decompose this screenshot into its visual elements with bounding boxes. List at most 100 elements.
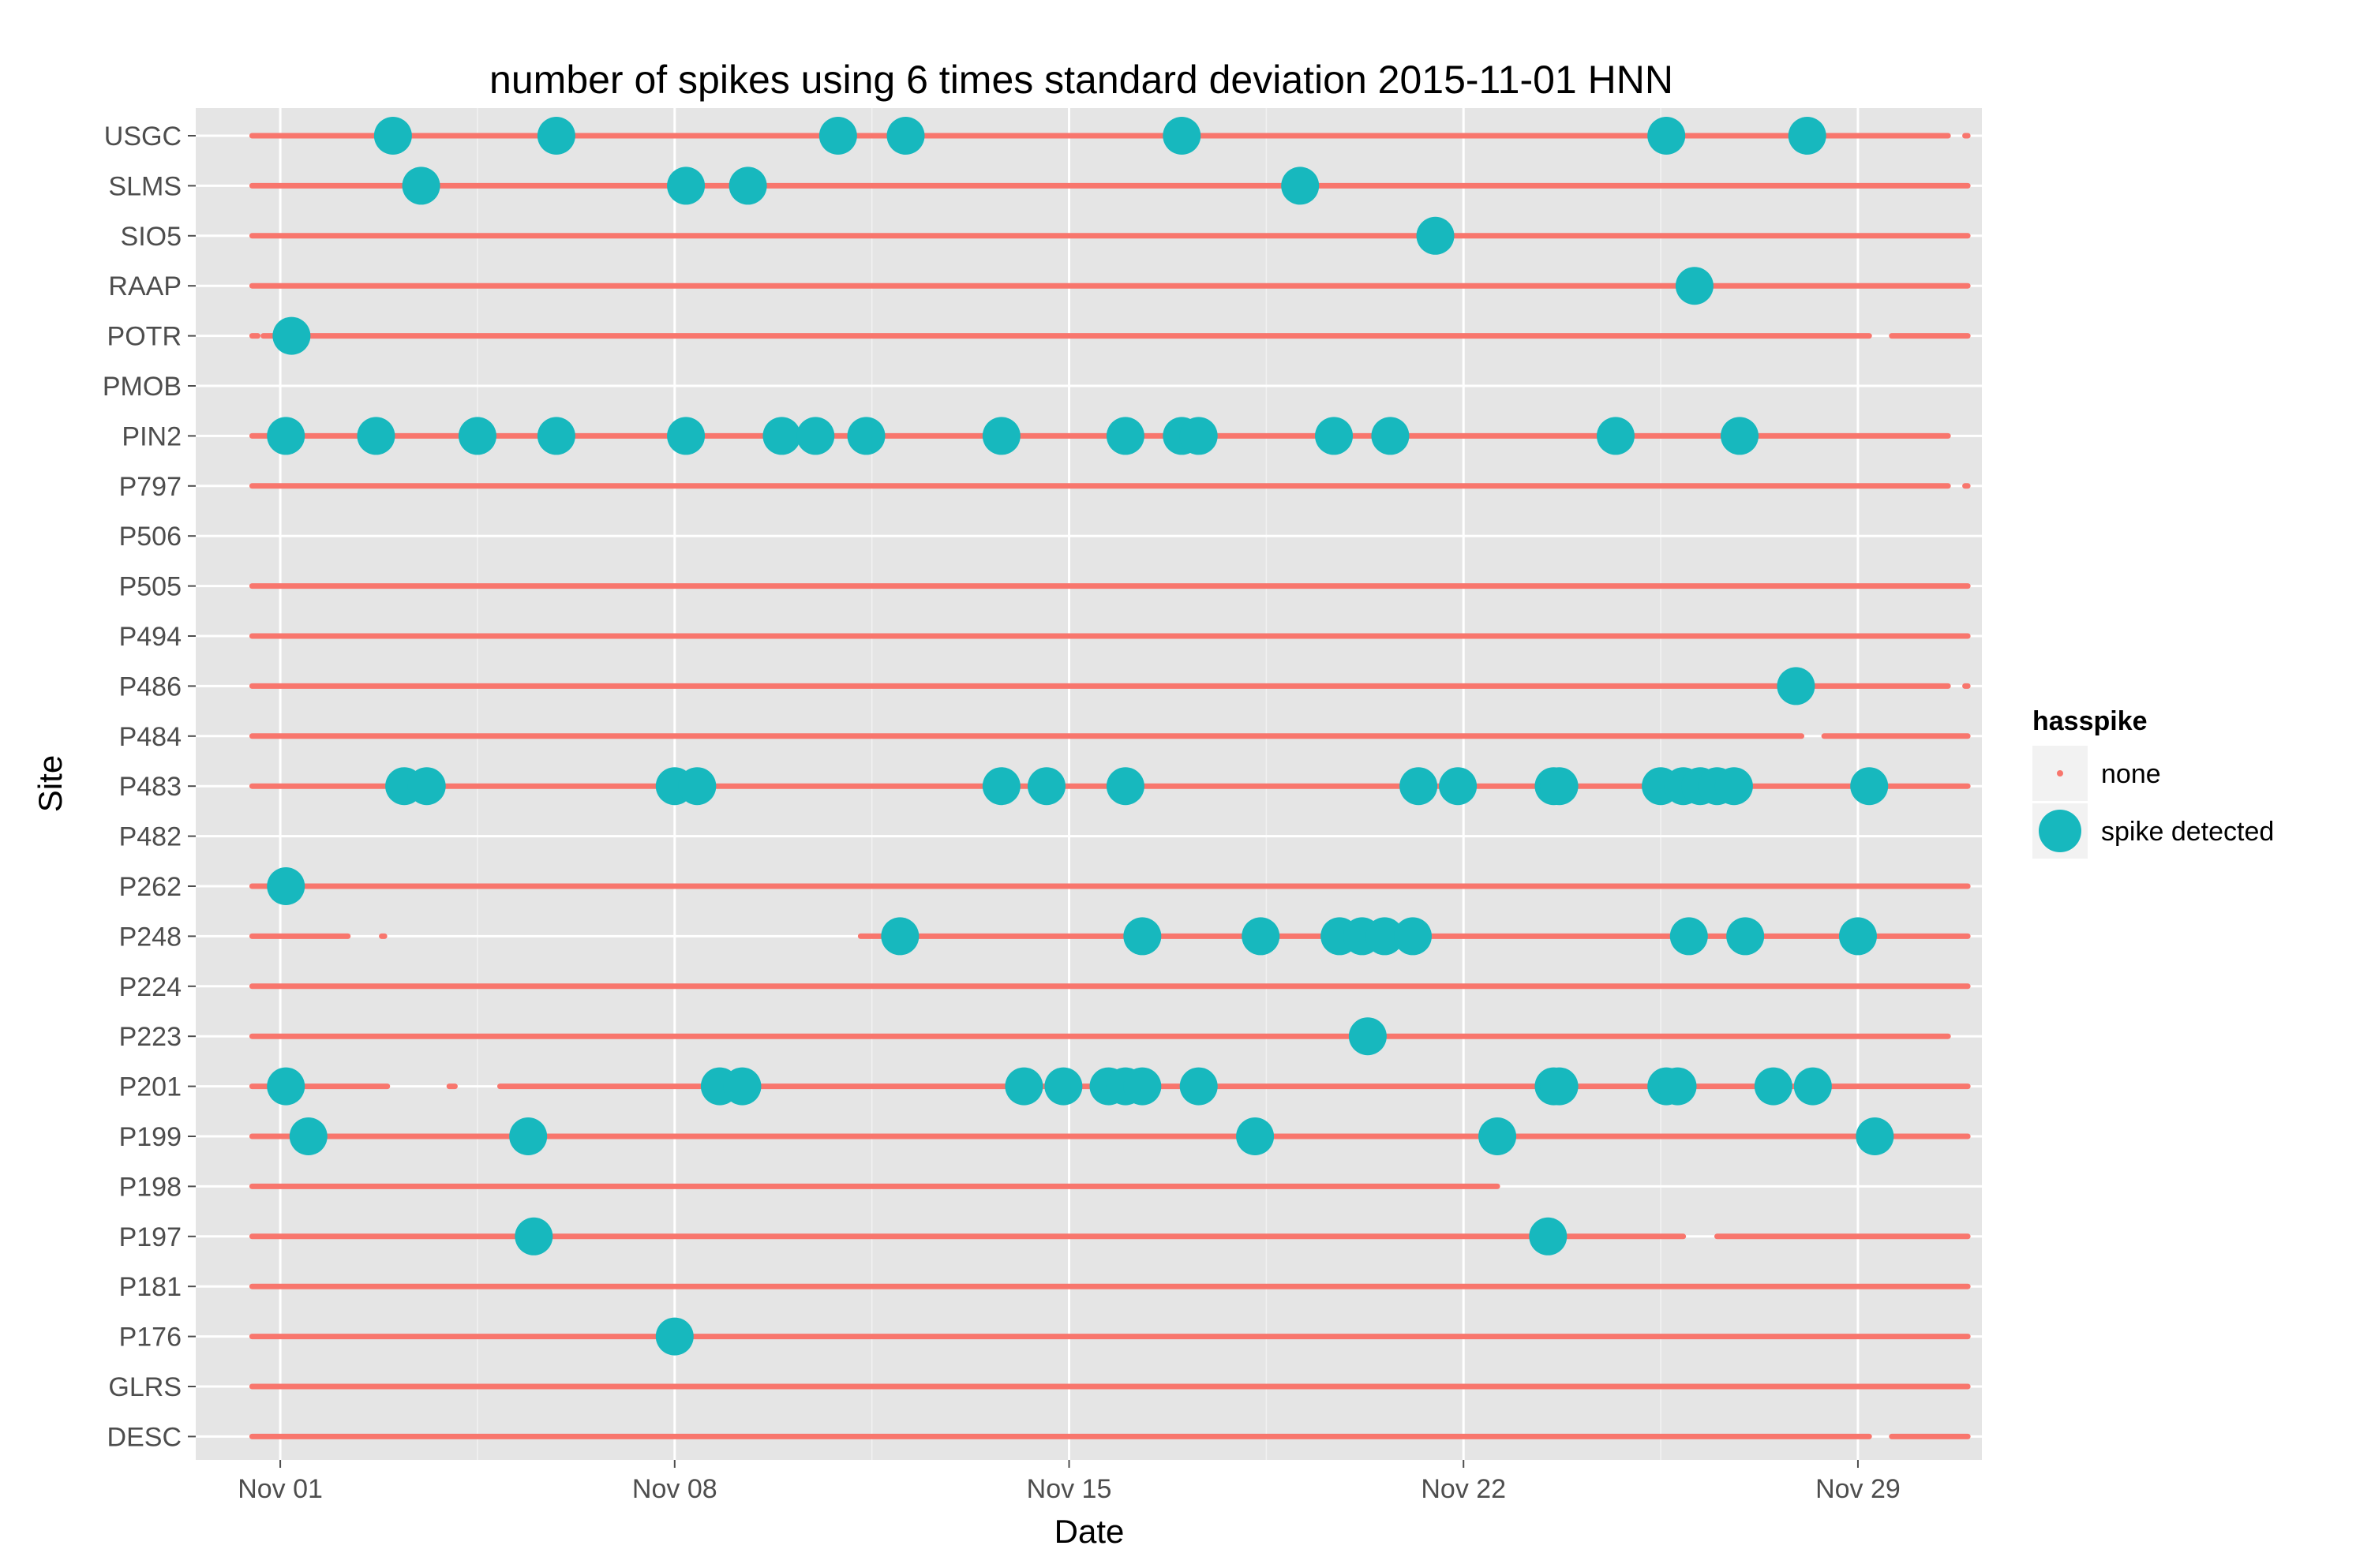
y-axis: USGC SLMS SIO5 RAAP POTR PMOB PIN2 P797 P506 P505… — [103, 122, 196, 1452]
spike-point-p248 — [1365, 917, 1404, 956]
spike-point-usgc — [886, 117, 925, 155]
spike-point-p483 — [1850, 767, 1889, 806]
spike-point-p199 — [1856, 1117, 1894, 1155]
spike-point-p483 — [1714, 767, 1753, 806]
y-tick-label: P224 — [119, 972, 182, 1002]
y-tick-label: P176 — [119, 1323, 182, 1353]
y-axis-title: Site — [32, 755, 69, 812]
y-tick-label: PIN2 — [122, 421, 182, 451]
spike-point-p201 — [1044, 1067, 1083, 1106]
legend-label-spike: spike detected — [2101, 817, 2274, 847]
spike-point-p483 — [1439, 767, 1478, 806]
spike-point-pin2 — [1721, 417, 1759, 455]
y-tick-label: P797 — [119, 472, 182, 502]
spike-point-slms — [667, 167, 706, 205]
x-axis: Nov 01 Nov 08 Nov 15 Nov 22 Nov 29 — [238, 1460, 1901, 1504]
spike-point-usgc — [1788, 117, 1826, 155]
spike-point-p483 — [1027, 767, 1066, 806]
spike-point-p248 — [1838, 917, 1877, 956]
y-tick-label: POTR — [107, 322, 182, 352]
spike-point-pin2 — [667, 417, 706, 455]
spike-point-p199 — [509, 1117, 548, 1155]
spike-point-p248 — [1669, 917, 1708, 956]
spike-point-pin2 — [1315, 417, 1354, 455]
spike-point-p223 — [1348, 1017, 1387, 1056]
y-tick-label: P198 — [119, 1172, 182, 1202]
y-tick-label: DESC — [107, 1422, 182, 1452]
spike-point-p199 — [289, 1117, 328, 1155]
legend-label-none: none — [2101, 759, 2161, 789]
spike-point-p248 — [1393, 917, 1432, 956]
spike-point-usgc — [537, 117, 575, 155]
spike-point-p483 — [1106, 767, 1144, 806]
spike-point-pin2 — [762, 417, 801, 455]
x-tick-label: Nov 15 — [1027, 1474, 1112, 1504]
x-tick-label: Nov 22 — [1421, 1474, 1506, 1504]
spike-point-pin2 — [267, 417, 305, 455]
spike-point-p197 — [1529, 1217, 1568, 1256]
chart-title: number of spikes using 6 times standard … — [489, 58, 1673, 102]
spike-point-usgc — [818, 117, 857, 155]
spike-point-usgc — [373, 117, 412, 155]
spike-point-pin2 — [1179, 417, 1218, 455]
spike-point-raap — [1675, 267, 1714, 305]
spike-point-p248 — [1242, 917, 1280, 956]
legend-title: hasspike — [2032, 706, 2148, 736]
spike-point-usgc — [1647, 117, 1686, 155]
spike-point-pin2 — [458, 417, 496, 455]
y-tick-label: P248 — [119, 922, 182, 952]
y-tick-label: SLMS — [108, 171, 182, 201]
x-axis-title: Date — [1054, 1513, 1125, 1550]
y-tick-label: RAAP — [108, 271, 182, 301]
y-tick-label: P197 — [119, 1222, 182, 1252]
spike-point-p483 — [1540, 767, 1579, 806]
spike-point-usgc — [1163, 117, 1201, 155]
spike-point-p197 — [515, 1217, 553, 1256]
spike-point-pin2 — [847, 417, 886, 455]
spike-point-p248 — [1123, 917, 1162, 956]
spike-point-slms — [729, 167, 767, 205]
y-tick-label: P482 — [119, 822, 182, 852]
y-tick-label: P486 — [119, 672, 182, 702]
y-tick-label: P483 — [119, 772, 182, 802]
spike-point-pin2 — [796, 417, 835, 455]
spike-point-p176 — [655, 1317, 694, 1356]
y-tick-label: P505 — [119, 572, 182, 602]
spike-point-p201 — [1123, 1067, 1162, 1106]
spike-point-p248 — [1726, 917, 1765, 956]
spike-point-p248 — [881, 917, 920, 956]
spike-point-sio5 — [1416, 216, 1455, 255]
y-tick-label: P201 — [119, 1072, 182, 1102]
spike-point-p201 — [1005, 1067, 1043, 1106]
y-tick-label: P506 — [119, 522, 182, 552]
spike-point-pin2 — [537, 417, 575, 455]
spike-point-p201 — [1540, 1067, 1579, 1106]
legend-key-none-dot — [2057, 770, 2063, 777]
y-tick-label: USGC — [104, 122, 182, 152]
y-tick-label: GLRS — [108, 1372, 182, 1402]
x-tick-label: Nov 01 — [238, 1474, 323, 1504]
spike-point-slms — [402, 167, 440, 205]
spike-point-p201 — [1179, 1067, 1218, 1106]
spike-point-p486 — [1777, 667, 1815, 705]
data-series — [249, 117, 1971, 1439]
spike-point-pin2 — [982, 417, 1021, 455]
y-tick-label: P484 — [119, 722, 182, 752]
spike-point-p201 — [1754, 1067, 1792, 1106]
spike-point-potr — [272, 316, 311, 355]
spike-point-pin2 — [1596, 417, 1635, 455]
spike-point-p483 — [982, 767, 1021, 806]
spike-point-p201 — [723, 1067, 762, 1106]
y-tick-label: P181 — [119, 1272, 182, 1302]
y-tick-label: P223 — [119, 1022, 182, 1052]
spike-point-p483 — [678, 767, 717, 806]
spike-point-pin2 — [1106, 417, 1144, 455]
y-tick-label: SIO5 — [121, 222, 182, 252]
x-tick-label: Nov 29 — [1815, 1474, 1901, 1504]
spike-point-p201 — [267, 1067, 305, 1106]
y-tick-label: P262 — [119, 872, 182, 902]
spike-point-pin2 — [357, 417, 395, 455]
spike-point-p262 — [267, 867, 305, 905]
legend-key-spike-dot — [2039, 810, 2081, 852]
